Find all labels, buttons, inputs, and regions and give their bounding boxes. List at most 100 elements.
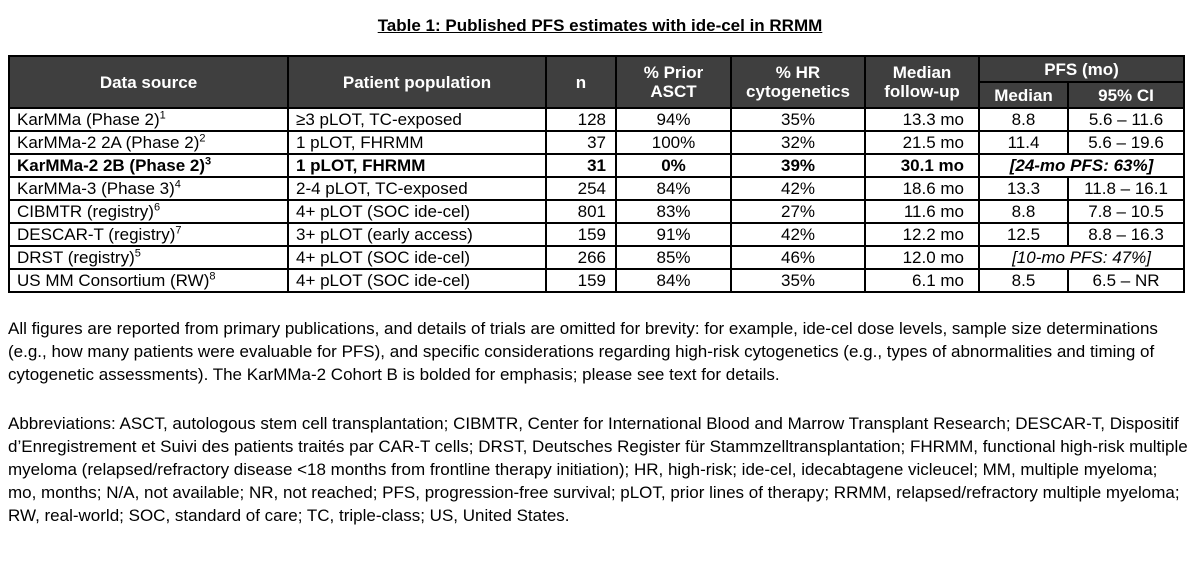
cell-prior-asct: 84% xyxy=(615,176,732,201)
header-pfs-group: PFS (mo) xyxy=(977,55,1186,83)
cell-data-source: US MM Consortium (RW)8 xyxy=(8,268,289,293)
cell-hr-cyto: 35% xyxy=(730,107,866,132)
cell-n: 254 xyxy=(545,176,617,201)
header-pfs-ci: 95% CI xyxy=(1066,81,1186,109)
cell-pfs-ci: 6.5 – NR xyxy=(1066,268,1186,293)
reference-superscript: 4 xyxy=(174,178,181,191)
cell-hr-cyto: 35% xyxy=(730,268,866,293)
cell-hr-cyto: 42% xyxy=(730,222,866,247)
cell-prior-asct: 84% xyxy=(615,268,732,293)
cell-n: 801 xyxy=(545,199,617,224)
cell-data-source: KarMMa-2 2B (Phase 2)3 xyxy=(8,153,289,178)
cell-data-source: DRST (registry)5 xyxy=(8,245,289,270)
header-pfs-median: Median xyxy=(978,81,1069,109)
cell-followup: 12.0 mo xyxy=(864,245,980,270)
table-row: KarMMa-2 2A (Phase 2)2 1 pLOT, FHRMM 37 … xyxy=(8,130,1186,155)
cell-prior-asct: 94% xyxy=(615,107,732,132)
cell-n: 31 xyxy=(545,153,617,178)
table-body: KarMMa (Phase 2)1 ≥3 pLOT, TC-exposed 12… xyxy=(8,107,1186,293)
cell-n: 128 xyxy=(545,107,617,132)
header-patient-population: Patient population xyxy=(287,55,547,109)
source-label: KarMMa-3 (Phase 3) xyxy=(17,179,175,198)
cell-pfs-median: 8.8 xyxy=(978,199,1069,224)
cell-followup: 30.1 mo xyxy=(864,153,980,178)
cell-pfs-ci: 8.8 – 16.3 xyxy=(1066,222,1186,247)
cell-population: ≥3 pLOT, TC-exposed xyxy=(287,107,547,132)
header-n: n xyxy=(545,55,617,109)
cell-pfs-ci: 5.6 – 11.6 xyxy=(1066,107,1186,132)
cell-pfs-median: 8.8 xyxy=(978,107,1069,132)
cell-hr-cyto: 46% xyxy=(730,245,866,270)
table-row: DRST (registry)5 4+ pLOT (SOC ide-cel) 2… xyxy=(8,245,1186,270)
cell-prior-asct: 85% xyxy=(615,245,732,270)
pfs-estimates-table: Data source Patient population n % Prior… xyxy=(8,55,1186,293)
cell-hr-cyto: 27% xyxy=(730,199,866,224)
cell-data-source: CIBMTR (registry)6 xyxy=(8,199,289,224)
cell-pfs-median: 11.4 xyxy=(978,130,1069,155)
cell-prior-asct: 83% xyxy=(615,199,732,224)
cell-pfs-ci: 11.8 – 16.1 xyxy=(1066,176,1186,201)
table-row: DESCAR-T (registry)7 3+ pLOT (early acce… xyxy=(8,222,1186,247)
table-header: Data source Patient population n % Prior… xyxy=(8,55,1186,109)
cell-hr-cyto: 39% xyxy=(730,153,866,178)
cell-pfs-median: 12.5 xyxy=(978,222,1069,247)
figure-notes-paragraph: All figures are reported from primary pu… xyxy=(8,319,1158,384)
cell-hr-cyto: 32% xyxy=(730,130,866,155)
cell-n: 159 xyxy=(545,268,617,293)
cell-prior-asct: 100% xyxy=(615,130,732,155)
reference-superscript: 6 xyxy=(153,201,161,214)
reference-superscript: 7 xyxy=(175,224,182,237)
cell-population: 4+ pLOT (SOC ide-cel) xyxy=(287,245,547,270)
header-row-top: Data source Patient population n % Prior… xyxy=(8,55,1186,109)
cell-followup: 21.5 mo xyxy=(864,130,980,155)
reference-superscript: 1 xyxy=(159,109,166,122)
table-row: US MM Consortium (RW)8 4+ pLOT (SOC ide-… xyxy=(8,268,1186,293)
cell-prior-asct: 0% xyxy=(615,153,732,178)
header-median-followup: Median follow-up xyxy=(864,55,980,109)
cell-followup: 18.6 mo xyxy=(864,176,980,201)
cell-population: 4+ pLOT (SOC ide-cel) xyxy=(287,199,547,224)
cell-population: 2-4 pLOT, TC-exposed xyxy=(287,176,547,201)
cell-n: 266 xyxy=(545,245,617,270)
table-caption: Table 1: Published PFS estimates with id… xyxy=(377,16,823,35)
source-label: CIBMTR (registry) xyxy=(17,202,154,221)
reference-superscript: 2 xyxy=(199,132,206,145)
cell-data-source: KarMMa-3 (Phase 3)4 xyxy=(8,176,289,201)
table-row: CIBMTR (registry)6 4+ pLOT (SOC ide-cel)… xyxy=(8,199,1186,224)
cell-population: 3+ pLOT (early access) xyxy=(287,222,547,247)
reference-superscript: 3 xyxy=(205,155,212,168)
cell-pfs-median: 13.3 xyxy=(978,176,1069,201)
header-hr-cytogenetics: % HR cytogenetics xyxy=(730,55,866,109)
source-label: US MM Consortium (RW) xyxy=(17,271,210,290)
cell-followup: 13.3 mo xyxy=(864,107,980,132)
source-label: DESCAR-T (registry) xyxy=(17,225,176,244)
cell-n: 159 xyxy=(545,222,617,247)
cell-n: 37 xyxy=(545,130,617,155)
abbreviations-paragraph: Abbreviations: ASCT, autologous stem cel… xyxy=(8,414,1188,525)
source-label: DRST (registry) xyxy=(17,248,135,267)
cell-population: 4+ pLOT (SOC ide-cel) xyxy=(287,268,547,293)
cell-pfs-ci: 5.6 – 19.6 xyxy=(1066,130,1186,155)
header-data-source: Data source xyxy=(8,55,289,109)
cell-followup: 11.6 mo xyxy=(864,199,980,224)
cell-pfs-landmark: [24-mo PFS: 63%] xyxy=(977,153,1186,178)
cell-pfs-median: 8.5 xyxy=(978,268,1069,293)
cell-data-source: KarMMa (Phase 2)1 xyxy=(8,107,289,132)
table-row: KarMMa-3 (Phase 3)4 2-4 pLOT, TC-exposed… xyxy=(8,176,1186,201)
table-row: KarMMa (Phase 2)1 ≥3 pLOT, TC-exposed 12… xyxy=(8,107,1186,132)
cell-followup: 6.1 mo xyxy=(864,268,980,293)
header-row-sub: Median 95% CI xyxy=(9,81,1186,109)
table-row-emphasized: KarMMa-2 2B (Phase 2)3 1 pLOT, FHRMM 31 … xyxy=(8,153,1186,178)
cell-prior-asct: 91% xyxy=(615,222,732,247)
source-label: KarMMa-2 2B (Phase 2) xyxy=(17,156,206,175)
cell-pfs-ci: 7.8 – 10.5 xyxy=(1066,199,1186,224)
source-label: KarMMa (Phase 2) xyxy=(17,110,160,129)
header-prior-asct: % Prior ASCT xyxy=(615,55,732,109)
reference-superscript: 8 xyxy=(209,270,216,283)
cell-data-source: KarMMa-2 2A (Phase 2)2 xyxy=(8,130,289,155)
cell-hr-cyto: 42% xyxy=(730,176,866,201)
reference-superscript: 5 xyxy=(134,247,141,260)
cell-population: 1 pLOT, FHRMM xyxy=(287,130,547,155)
cell-population: 1 pLOT, FHRMM xyxy=(287,153,547,178)
